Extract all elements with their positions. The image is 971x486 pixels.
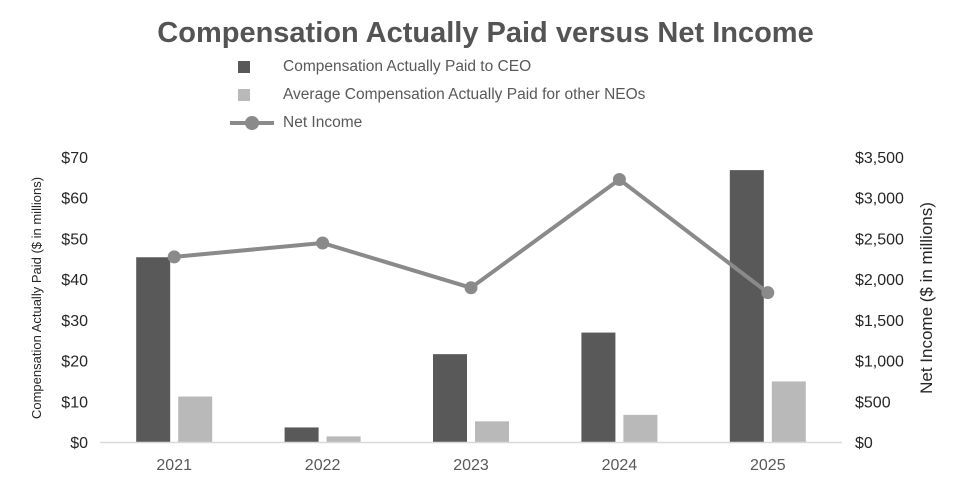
- right-tick-0: $0: [855, 435, 873, 452]
- bar-ceo-2022: [284, 427, 319, 443]
- bar-ceo-2024: [581, 332, 616, 443]
- x-label-2023: 2023: [453, 457, 489, 474]
- left-tick-2: $20: [61, 354, 88, 371]
- bar-ceo-2025: [729, 170, 764, 443]
- bar-neo-2021: [178, 396, 213, 443]
- legend-label-net-income: Net Income: [283, 114, 363, 131]
- x-label-2024: 2024: [602, 457, 638, 474]
- neo-square-icon: [238, 89, 250, 101]
- right-tick-6: $3,000: [855, 191, 904, 208]
- left-tick-4: $40: [61, 272, 88, 289]
- line-dot-icon: [230, 116, 276, 130]
- left-tick-3: $30: [61, 313, 88, 330]
- neo-bars: [178, 381, 806, 443]
- left-tick-1: $10: [61, 394, 88, 411]
- legend-item-net-income: Net Income: [230, 109, 645, 137]
- right-axis-tick-labels: $0 $500 $1,000 $1,500 $2,000 $2,500 $3,000 $3,5…: [855, 150, 904, 452]
- net-income-point-2022: [316, 236, 330, 250]
- net-income-point-2021: [167, 250, 181, 264]
- legend-item-neo: Average Compensation Actually Paid for o…: [232, 81, 645, 109]
- left-axis-tick-labels: $0 $10 $20 $30 $40 $50 $60 $70: [61, 150, 88, 452]
- chart-title: Compensation Actually Paid versus Net In…: [157, 17, 814, 49]
- net-income-swatch-slot: [230, 116, 283, 130]
- right-tick-2: $1,000: [855, 354, 904, 371]
- left-tick-0: $0: [70, 435, 88, 452]
- left-tick-7: $70: [61, 150, 88, 167]
- neo-swatch-slot: [232, 89, 283, 101]
- bar-ceo-2023: [433, 354, 467, 443]
- left-tick-5: $50: [61, 231, 88, 248]
- ceo-square-icon: [238, 61, 250, 73]
- net-income-point-2025: [761, 286, 775, 300]
- legend-item-ceo: Compensation Actually Paid to CEO: [232, 53, 645, 81]
- bar-ceo-2021: [136, 257, 171, 443]
- right-tick-4: $2,000: [855, 272, 904, 289]
- bar-neo-2024: [623, 414, 658, 443]
- ceo-bars: [136, 170, 764, 443]
- x-label-2022: 2022: [305, 457, 341, 474]
- right-tick-3: $1,500: [855, 313, 904, 330]
- x-axis-category-labels: 2021 2022 2023 2024 2025: [156, 457, 785, 474]
- x-label-2025: 2025: [750, 457, 786, 474]
- bar-neo-2022: [326, 436, 361, 443]
- net-income-line: [172, 177, 770, 295]
- net-income-point-2024: [612, 172, 626, 186]
- net-income-markers: [167, 172, 775, 300]
- bar-neo-2025: [771, 381, 806, 443]
- x-label-2021: 2021: [156, 457, 192, 474]
- legend-label-neo: Average Compensation Actually Paid for o…: [283, 86, 646, 103]
- net-income-polyline: [172, 177, 770, 295]
- right-tick-5: $2,500: [855, 231, 904, 248]
- right-tick-7: $3,500: [855, 150, 904, 167]
- left-tick-6: $60: [61, 191, 88, 208]
- legend: Compensation Actually Paid to CEO Averag…: [230, 53, 645, 137]
- net-income-point-2023: [464, 281, 478, 295]
- ceo-swatch-slot: [232, 61, 283, 73]
- bar-neo-2023: [475, 421, 509, 443]
- right-tick-1: $500: [855, 394, 891, 411]
- legend-label-ceo: Compensation Actually Paid to CEO: [283, 58, 532, 75]
